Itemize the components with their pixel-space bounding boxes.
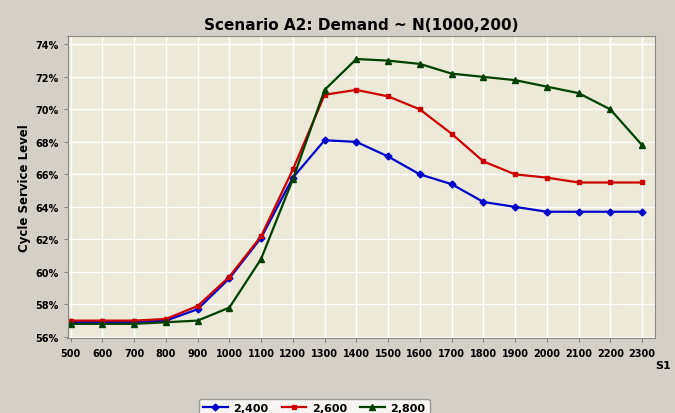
2,800 bbox=[352, 57, 360, 62]
Line: 2,600: 2,600 bbox=[68, 88, 645, 323]
2,600 bbox=[638, 180, 646, 185]
2,800 bbox=[289, 177, 297, 182]
2,400 bbox=[384, 154, 392, 159]
Y-axis label: Cycle Service Level: Cycle Service Level bbox=[18, 124, 31, 252]
2,400 bbox=[99, 320, 107, 325]
2,600 bbox=[448, 132, 456, 137]
2,600 bbox=[416, 108, 424, 113]
2,600 bbox=[574, 180, 583, 185]
2,800 bbox=[162, 320, 170, 325]
2,600 bbox=[225, 275, 234, 280]
2,400 bbox=[67, 320, 75, 325]
2,600 bbox=[511, 173, 519, 178]
2,800 bbox=[479, 75, 487, 80]
2,800 bbox=[67, 322, 75, 327]
2,800 bbox=[130, 322, 138, 327]
2,800 bbox=[511, 78, 519, 83]
2,400 bbox=[321, 138, 329, 143]
2,600 bbox=[606, 180, 614, 185]
2,600 bbox=[384, 95, 392, 100]
2,800 bbox=[225, 305, 234, 310]
Title: Scenario A2: Demand ~ N(1000,200): Scenario A2: Demand ~ N(1000,200) bbox=[204, 18, 518, 33]
2,800 bbox=[448, 72, 456, 77]
2,600 bbox=[99, 318, 107, 323]
2,400 bbox=[352, 140, 360, 145]
2,800 bbox=[99, 322, 107, 327]
2,800 bbox=[543, 85, 551, 90]
2,800 bbox=[194, 318, 202, 323]
2,400 bbox=[416, 173, 424, 178]
2,800 bbox=[257, 257, 265, 262]
2,400 bbox=[130, 320, 138, 325]
2,400 bbox=[194, 307, 202, 312]
2,600 bbox=[321, 93, 329, 98]
2,400 bbox=[225, 276, 234, 281]
2,600 bbox=[479, 159, 487, 164]
2,400 bbox=[511, 205, 519, 210]
2,600 bbox=[130, 318, 138, 323]
2,600 bbox=[352, 88, 360, 93]
2,600 bbox=[257, 234, 265, 239]
2,800 bbox=[384, 59, 392, 64]
2,600 bbox=[543, 176, 551, 180]
2,400 bbox=[638, 210, 646, 215]
2,600 bbox=[289, 168, 297, 173]
Line: 2,400: 2,400 bbox=[68, 138, 645, 325]
2,400 bbox=[162, 318, 170, 323]
2,600 bbox=[162, 317, 170, 322]
Line: 2,800: 2,800 bbox=[68, 57, 645, 327]
2,800 bbox=[606, 108, 614, 113]
2,400 bbox=[289, 176, 297, 180]
2,400 bbox=[574, 210, 583, 215]
2,400 bbox=[543, 210, 551, 215]
2,400 bbox=[479, 200, 487, 205]
Legend: 2,400, 2,600, 2,800: 2,400, 2,600, 2,800 bbox=[198, 399, 429, 413]
2,400 bbox=[257, 236, 265, 241]
2,400 bbox=[606, 210, 614, 215]
Text: S1: S1 bbox=[655, 360, 670, 370]
2,800 bbox=[574, 91, 583, 96]
2,600 bbox=[67, 318, 75, 323]
2,400 bbox=[448, 182, 456, 187]
2,800 bbox=[416, 62, 424, 67]
2,600 bbox=[194, 304, 202, 309]
2,800 bbox=[638, 143, 646, 148]
2,800 bbox=[321, 88, 329, 93]
